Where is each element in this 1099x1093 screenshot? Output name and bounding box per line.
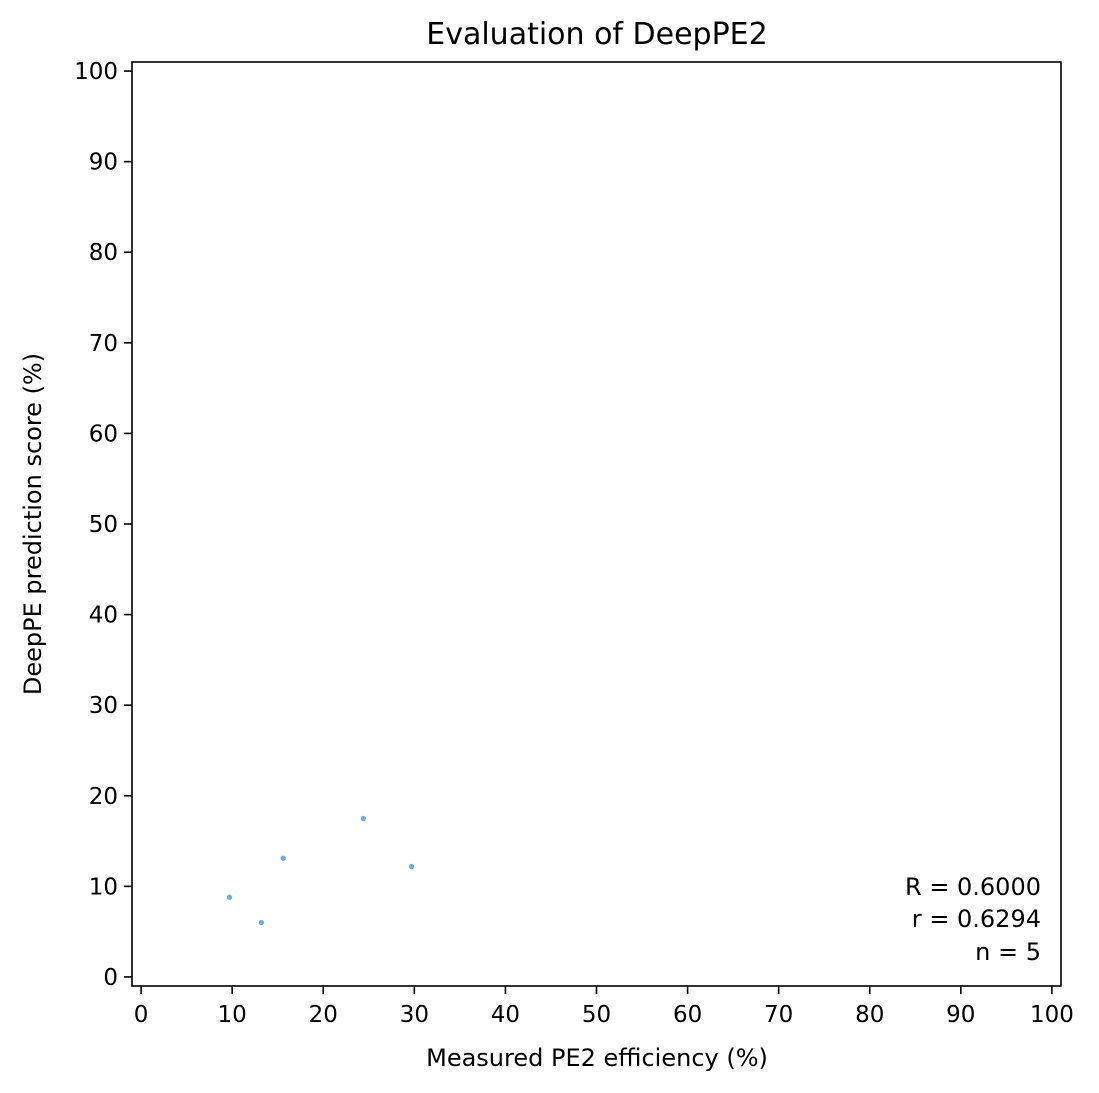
data-point — [360, 815, 367, 822]
x-tick-label: 100 — [1030, 1002, 1074, 1028]
data-point — [408, 863, 415, 870]
y-tick-label: 30 — [89, 693, 118, 719]
x-tick-label: 60 — [673, 1002, 702, 1028]
y-tick-label: 10 — [89, 874, 118, 900]
data-point — [226, 893, 233, 901]
y-tick-label: 50 — [89, 512, 118, 538]
x-tick-label: 70 — [764, 1002, 793, 1028]
data-points — [226, 815, 415, 926]
y-tick-label: 60 — [89, 421, 118, 447]
y-tick-label: 80 — [89, 240, 118, 266]
x-tick-label: 20 — [309, 1002, 338, 1028]
y-tick-label: 100 — [74, 59, 118, 85]
y-tick-label: 70 — [89, 331, 118, 357]
data-point — [258, 919, 265, 926]
data-point — [279, 854, 287, 862]
x-tick-label: 0 — [134, 1002, 149, 1028]
y-tick-label: 0 — [103, 965, 118, 991]
y-axis-label: DeepPE prediction score (%) — [19, 353, 47, 695]
y-axis: 0 10 20 30 40 50 60 70 80 90 100 — [74, 59, 132, 991]
y-tick-label: 90 — [89, 150, 118, 176]
stat-R: R = 0.6000 — [905, 873, 1041, 901]
plot-frame — [131, 61, 1062, 987]
stat-r: r = 0.6294 — [912, 905, 1041, 933]
x-tick-label: 50 — [582, 1002, 611, 1028]
y-tick-label: 40 — [89, 603, 118, 629]
stat-n: n = 5 — [975, 938, 1041, 966]
x-tick-label: 30 — [400, 1002, 429, 1028]
x-tick-label: 80 — [855, 1002, 884, 1028]
x-axis: 0 10 20 30 40 50 60 70 80 90 100 — [134, 986, 1074, 1028]
y-tick-label: 20 — [89, 784, 118, 810]
x-tick-label: 40 — [491, 1002, 520, 1028]
x-tick-label: 10 — [218, 1002, 247, 1028]
chart-title: Evaluation of DeepPE2 — [426, 17, 767, 52]
x-tick-label: 90 — [946, 1002, 975, 1028]
x-axis-label: Measured PE2 efficiency (%) — [426, 1044, 768, 1072]
